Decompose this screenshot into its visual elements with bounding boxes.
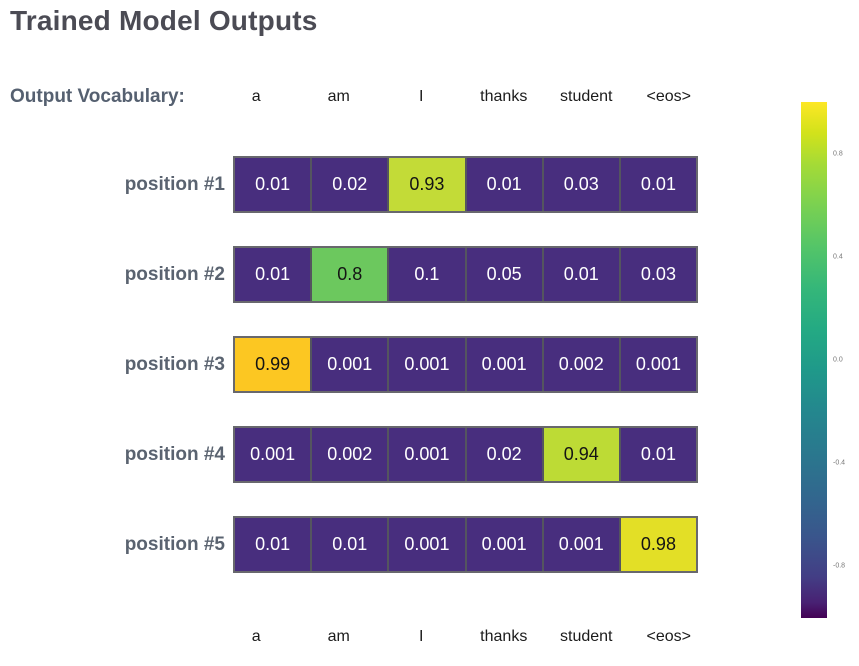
heatmap-cell: 0.02 [312,158,390,211]
heatmap-cell: 0.94 [543,428,621,481]
column-label-bottom-3: thanks [480,628,528,645]
colorbar-tick-label: -0.4 [833,459,846,467]
column-label-top-3: thanks [480,88,528,105]
heatmap-cell: 0.01 [620,158,697,211]
row-label-position-4: position #4 [124,443,225,465]
heatmap-cell: 0.01 [235,158,313,211]
heatmap-cell: 0.01 [620,428,697,481]
heatmap-cell: 0.1 [389,248,467,301]
heatmap-cell: 0.002 [312,428,390,481]
heatmap-cell: 0.001 [312,338,390,391]
output-vocabulary-label: Output Vocabulary: [10,86,185,107]
heatmap-cell: 0.001 [389,428,467,481]
colorbar: 0.8 0.4 0.0 -0.4 -0.8 [801,102,845,618]
heatmap-cell: 0.001 [466,338,544,391]
heatmap-row-5: 0.01 0.01 0.001 0.001 0.001 0.98 [233,516,698,573]
column-label-top-5: <eos> [646,88,691,105]
heatmap-cell: 0.03 [543,158,621,211]
column-label-bottom-2: I [419,628,424,645]
heatmap-cell: 0.01 [312,518,390,571]
heatmap-cell: 0.01 [235,518,313,571]
colorbar-tick-label: 0.8 [833,150,843,158]
heatmap-cell: 0.93 [389,158,467,211]
heatmap-cell: 0.8 [312,248,390,301]
heatmap-row-3: 0.99 0.001 0.001 0.001 0.002 0.001 [233,336,698,393]
column-label-top-4: student [560,88,613,105]
column-label-top-2: I [419,88,424,105]
column-label-bottom-5: <eos> [646,628,691,645]
heatmap-cell: 0.03 [620,248,697,301]
heatmap-cell: 0.01 [235,248,313,301]
column-label-bottom-4: student [560,628,613,645]
colorbar-tick-label: 0.0 [833,356,843,364]
heatmap-cell: 0.01 [543,248,621,301]
heatmap-cell: 0.02 [466,428,544,481]
heatmap-cell: 0.99 [235,338,313,391]
heatmap-cell: 0.001 [543,518,621,571]
column-label-bottom-1: am [327,628,350,645]
heatmap-cell: 0.001 [235,428,313,481]
page-title: Trained Model Outputs [10,5,318,36]
heatmap-cell: 0.001 [466,518,544,571]
heatmap-row-1: 0.01 0.02 0.93 0.01 0.03 0.01 [233,156,698,213]
heatmap-row-4: 0.001 0.002 0.001 0.02 0.94 0.01 [233,426,698,483]
row-label-position-5: position #5 [124,533,225,555]
heatmap-cell: 0.01 [466,158,544,211]
column-label-bottom-0: a [251,628,261,645]
column-label-top-1: am [327,88,350,105]
heatmap-cell: 0.001 [389,338,467,391]
heatmap-cell: 0.98 [620,518,697,571]
row-label-position-3: position #3 [124,353,225,375]
colorbar-tick-label: 0.4 [833,253,843,261]
heatmap-cell: 0.001 [389,518,467,571]
heatmap-cell: 0.002 [543,338,621,391]
heatmap-row-2: 0.01 0.8 0.1 0.05 0.01 0.03 [233,246,698,303]
column-label-top-0: a [251,88,261,105]
row-label-position-2: position #2 [124,263,225,285]
heatmap-cell: 0.001 [620,338,697,391]
colorbar-tick-label: -0.8 [833,562,846,570]
heatmap-cell: 0.05 [466,248,544,301]
row-label-position-1: position #1 [124,173,225,195]
colorbar-gradient [801,102,827,618]
